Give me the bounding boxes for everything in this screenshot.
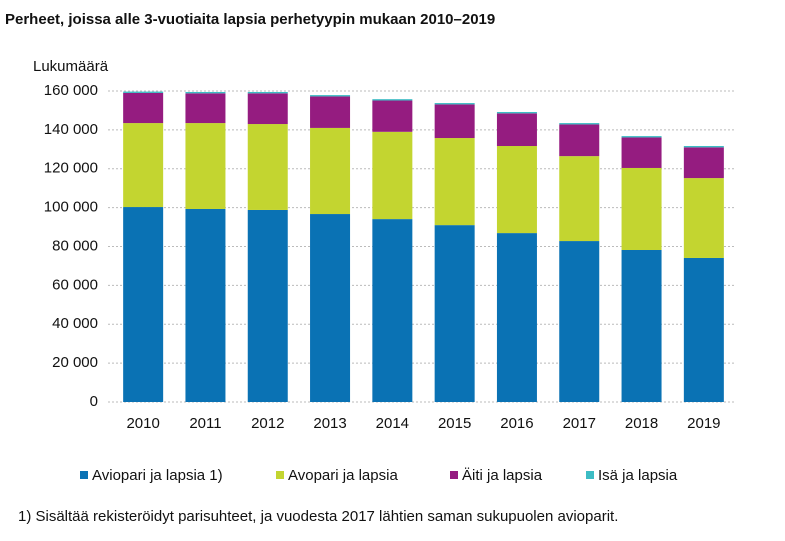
bar-segment — [185, 123, 226, 209]
x-tick-label: 2011 — [189, 415, 221, 432]
x-tick-label: 2013 — [313, 415, 346, 432]
bar-segment — [621, 249, 662, 402]
y-tick-label: 120 000 — [44, 160, 98, 177]
bar-segment — [496, 233, 537, 402]
y-tick-label: 20 000 — [52, 354, 98, 371]
legend-label: Aviopari ja lapsia 1) — [92, 467, 223, 484]
bar-segment — [372, 219, 413, 402]
bar-segment — [247, 124, 288, 210]
x-tick-label: 2015 — [438, 415, 471, 432]
y-axis-label: Lukumäärä — [33, 58, 109, 75]
bar-segment — [621, 137, 662, 168]
bar-segment — [123, 92, 164, 124]
bar-segment — [559, 241, 600, 402]
bar-segment — [310, 96, 351, 128]
y-tick-label: 160 000 — [44, 82, 98, 99]
x-tick-label: 2016 — [500, 415, 533, 432]
bar-segment — [496, 111, 537, 114]
x-tick-label: 2014 — [376, 415, 409, 432]
legend-swatch — [80, 471, 88, 479]
bar-segment — [247, 91, 288, 94]
bar-segment — [123, 207, 164, 402]
x-tick-label: 2018 — [625, 415, 658, 432]
bar-segment — [434, 138, 475, 226]
x-tick-label: 2019 — [687, 415, 720, 432]
x-tick-label: 2012 — [251, 415, 284, 432]
bar-segment — [559, 156, 600, 242]
bar-segment — [621, 167, 662, 250]
y-tick-label: 140 000 — [44, 121, 98, 138]
bar-segment — [372, 131, 413, 220]
bar-segment — [185, 91, 226, 94]
legend-swatch — [276, 471, 284, 479]
bar-segment — [185, 93, 226, 124]
chart-title: Perheet, joissa alle 3-vuotiaita lapsia … — [5, 11, 495, 28]
y-tick-label: 0 — [90, 393, 98, 410]
bar-segment — [496, 146, 537, 234]
legend-label: Isä ja lapsia — [598, 467, 678, 484]
legend-swatch — [586, 471, 594, 479]
bar-segment — [310, 127, 351, 215]
bar-segment — [185, 208, 226, 402]
bar-segment — [372, 100, 413, 132]
bar-segment — [123, 123, 164, 208]
bar-segment — [683, 178, 724, 258]
bar-segment — [247, 93, 288, 125]
legend-label: Äiti ja lapsia — [462, 467, 543, 484]
bar-segment — [372, 99, 413, 101]
bar-segment — [621, 136, 662, 138]
y-tick-label: 40 000 — [52, 315, 98, 332]
bar-segment — [559, 123, 600, 125]
bar-segment — [247, 209, 288, 402]
bar-segment — [683, 146, 724, 148]
bar-segment — [683, 257, 724, 402]
y-tick-label: 80 000 — [52, 237, 98, 254]
bar-segment — [434, 104, 475, 139]
bar-segment — [683, 147, 724, 179]
bar-segment — [434, 225, 475, 402]
legend-swatch — [450, 471, 458, 479]
bar-segment — [310, 214, 351, 402]
footnote: 1) Sisältää rekisteröidyt parisuhteet, j… — [18, 508, 618, 525]
bar-segment — [123, 91, 164, 93]
y-tick-label: 60 000 — [52, 276, 98, 293]
bar-segment — [559, 124, 600, 157]
x-tick-label: 2010 — [126, 415, 159, 432]
bar-segment — [434, 103, 475, 105]
legend-label: Avopari ja lapsia — [288, 467, 398, 484]
y-tick-label: 100 000 — [44, 199, 98, 216]
bar-segment — [310, 95, 351, 97]
bar-segment — [496, 113, 537, 147]
x-tick-label: 2017 — [563, 415, 596, 432]
